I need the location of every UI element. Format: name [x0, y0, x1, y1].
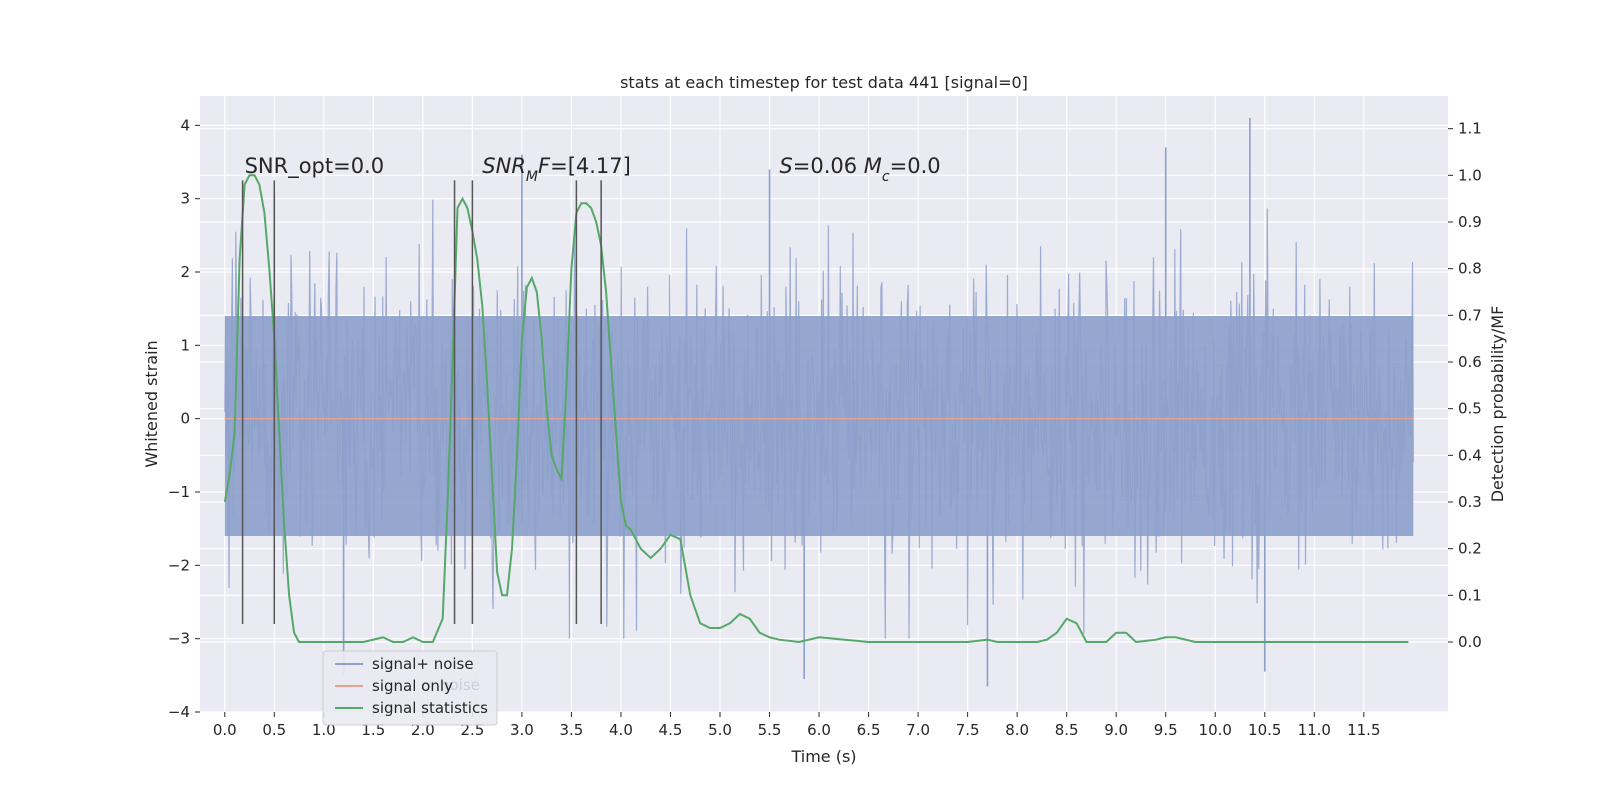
- y2-tick-label: 1.1: [1458, 120, 1482, 138]
- annotation-snr-opt: SNR_opt=0.0: [245, 154, 385, 179]
- annotations: SNR_opt=0.0 SNRMF=[4.17] S=0.06 Mc=0.0: [245, 154, 941, 185]
- y-tick-label: −3: [168, 630, 190, 648]
- x-tick-label: 9.5: [1154, 721, 1178, 739]
- y2-tick-label: 0.2: [1458, 540, 1482, 558]
- x-tick-label: 0.0: [213, 721, 237, 739]
- x-tick-label: 6.5: [857, 721, 881, 739]
- series-layer: [223, 118, 1414, 687]
- x-tick-label: 7.0: [906, 721, 930, 739]
- y2-tick-label: 0.4: [1458, 446, 1482, 464]
- x-tick-label: 8.0: [1005, 721, 1029, 739]
- y2-tick-label: 1.0: [1458, 166, 1482, 184]
- y-tick-label: −1: [168, 483, 190, 501]
- legend-label-signal-only: signal only: [372, 677, 453, 695]
- y2-tick-label: 0.1: [1458, 586, 1482, 604]
- x-tick-label: 11.0: [1298, 721, 1331, 739]
- y2-tick-label: 0.3: [1458, 493, 1482, 511]
- chart-title: stats at each timestep for test data 441…: [620, 73, 1028, 92]
- annotation-s-mc: S=0.06 Mc=0.0: [779, 154, 940, 185]
- legend: noise signal+ noise signal only signal s…: [322, 650, 498, 726]
- vertical-markers: [241, 180, 602, 624]
- y-tick-label: 1: [180, 336, 190, 354]
- x-tick-label: 10.5: [1248, 721, 1281, 739]
- x-tick-label: 5.5: [758, 721, 782, 739]
- legend-label-signal-statistics: signal statistics: [372, 699, 488, 717]
- y-tick-label: 4: [180, 116, 190, 134]
- axes: 0.0 0.5 1.0 1.5 2.0 2.5 3.0 3.5 4.0 4.5 5.0 5.5 6.0 6…: [168, 116, 1482, 739]
- annotation-snr-mf: SNRMF=[4.17]: [482, 154, 631, 185]
- y-tick-label: 0: [180, 410, 190, 428]
- y2-tick-label: 0.7: [1458, 306, 1482, 324]
- x-tick-label: 11.5: [1347, 721, 1380, 739]
- y2-tick-label: 0.6: [1458, 353, 1482, 371]
- y-tick-label: −4: [168, 703, 190, 721]
- y-tick-label: 2: [180, 263, 190, 281]
- x-tick-label: 10.0: [1199, 721, 1232, 739]
- y2-tick-label: 0.9: [1458, 213, 1482, 231]
- y-tick-label: 3: [180, 190, 190, 208]
- legend-label-signal-noise: signal+ noise: [372, 655, 474, 673]
- legend-box: [322, 650, 498, 726]
- x-tick-label: 0.5: [262, 721, 286, 739]
- x-tick-label: 5.0: [708, 721, 732, 739]
- x-tick-label: 4.5: [659, 721, 683, 739]
- series-signal-noise-band: [224, 316, 1414, 536]
- legend-overlapped-text: noise: [440, 676, 480, 694]
- y2-axis-label: Detection probability/MF: [1488, 306, 1507, 503]
- y2-tick-label: 0.5: [1458, 400, 1482, 418]
- x-tick-label: 6.0: [807, 721, 831, 739]
- y2-tick-label: 0.0: [1458, 633, 1482, 651]
- series-signal-statistics-line: [223, 174, 1409, 644]
- y2-tick-label: 0.8: [1458, 260, 1482, 278]
- x-tick-label: 3.0: [510, 721, 534, 739]
- y-tick-label: −2: [168, 556, 190, 574]
- x-tick-label: 7.5: [956, 721, 980, 739]
- x-tick-label: 3.5: [559, 721, 583, 739]
- y-axis-label: Whitened strain: [142, 340, 161, 467]
- x-tick-label: 4.0: [609, 721, 633, 739]
- x-tick-label: 9.0: [1104, 721, 1128, 739]
- x-axis-label: Time (s): [790, 747, 856, 766]
- x-tick-label: 8.5: [1055, 721, 1079, 739]
